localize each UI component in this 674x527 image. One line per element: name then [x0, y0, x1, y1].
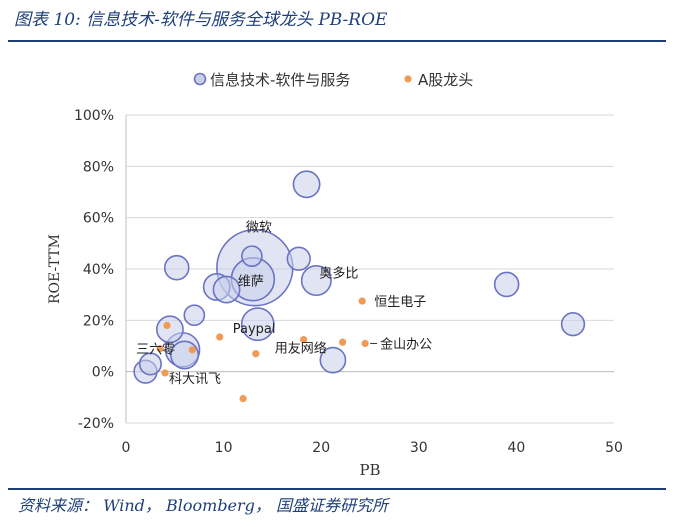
y-tick-label: 60% [83, 211, 114, 227]
global-leader-bubble [560, 311, 586, 337]
global-leader-bubble [493, 271, 520, 298]
y-tick-label: 80% [83, 159, 114, 175]
y-tick-label: 20% [83, 313, 114, 329]
a-share-dot [252, 350, 260, 358]
a-share-dot [161, 369, 169, 377]
y-axis-title: ROE-TTM [47, 234, 63, 304]
data-label: 微软 [246, 221, 272, 236]
a-share-dot [358, 297, 366, 305]
x-tick-label: 10 [215, 440, 233, 456]
a-share-dot [339, 338, 347, 346]
global-leader-bubble [241, 245, 263, 268]
y-tick-label: 0% [92, 365, 114, 381]
x-tick-label: 50 [605, 440, 623, 456]
data-label: 用友网络 [275, 341, 327, 357]
data-label: 维萨 [238, 274, 264, 289]
a-share-dot [188, 346, 196, 354]
a-share-dot [239, 395, 247, 403]
x-tick-label: 40 [507, 440, 525, 456]
source-note: 资料来源： Wind， Bloomberg， 国盛证券研究所 [18, 496, 389, 515]
y-tick-label: -20% [78, 416, 114, 432]
a-share-dot [156, 344, 164, 353]
a-share-dot [361, 339, 369, 348]
source-rule [8, 488, 666, 490]
y-tick-label: 100% [74, 108, 114, 124]
global-leader-bubble [138, 352, 162, 376]
y-tick-label: 40% [83, 262, 114, 278]
legend-label: 信息技术-软件与服务 [210, 71, 350, 89]
figure-title: 图表 10: 信息技术-软件与服务全球龙头 PB-ROE [14, 10, 388, 30]
data-label: 金山办公 [380, 336, 432, 352]
global-leader-bubble [155, 315, 184, 344]
global-leader-bubble [292, 170, 321, 199]
data-label: 奥多比 [319, 266, 358, 282]
data-label: Paypal [233, 322, 276, 337]
global-leader-bubble [286, 246, 311, 271]
legend-dot-marker [404, 75, 412, 83]
data-label: 科大讯飞 [169, 372, 221, 387]
global-leader-bubble [240, 307, 275, 342]
a-share-dot [163, 321, 171, 330]
global-leader-bubble [183, 304, 206, 327]
global-leader-bubble [212, 275, 241, 304]
x-axis-title: PB [359, 461, 380, 479]
global-leader-bubble [300, 265, 332, 297]
data-label: 恒生电子 [374, 295, 426, 310]
a-share-dot [300, 335, 308, 344]
x-tick-label: 30 [410, 440, 428, 456]
a-share-dot [216, 333, 224, 341]
title-rule [8, 40, 666, 42]
legend-label: A股龙头 [418, 71, 473, 89]
x-tick-label: 20 [312, 440, 330, 456]
global-leader-bubble [319, 346, 347, 374]
global-leader-bubble [163, 254, 190, 281]
legend-bubble-marker [193, 72, 207, 86]
x-tick-label: 0 [122, 440, 131, 456]
data-label: 三六零 [136, 343, 175, 358]
